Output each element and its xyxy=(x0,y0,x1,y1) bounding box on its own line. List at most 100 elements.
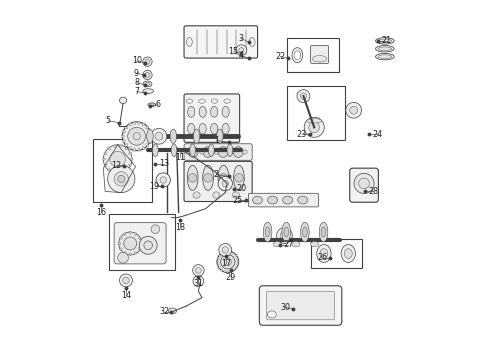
Circle shape xyxy=(304,117,324,137)
Ellipse shape xyxy=(122,135,125,137)
FancyBboxPatch shape xyxy=(350,168,378,202)
Ellipse shape xyxy=(104,164,107,166)
Ellipse shape xyxy=(125,168,127,171)
Ellipse shape xyxy=(319,222,328,242)
Circle shape xyxy=(220,255,235,269)
Ellipse shape xyxy=(149,104,154,105)
Ellipse shape xyxy=(142,123,145,126)
Ellipse shape xyxy=(130,158,133,160)
Ellipse shape xyxy=(187,165,198,190)
Ellipse shape xyxy=(294,51,300,60)
Ellipse shape xyxy=(122,130,125,133)
FancyBboxPatch shape xyxy=(114,223,166,264)
Ellipse shape xyxy=(125,147,127,150)
Ellipse shape xyxy=(188,147,198,157)
Circle shape xyxy=(239,48,244,53)
Text: 25: 25 xyxy=(233,196,243,205)
Circle shape xyxy=(214,150,219,154)
Text: 6: 6 xyxy=(156,100,161,109)
Circle shape xyxy=(193,265,204,276)
Ellipse shape xyxy=(128,164,131,166)
Ellipse shape xyxy=(211,107,218,117)
Ellipse shape xyxy=(188,107,195,117)
Ellipse shape xyxy=(221,269,223,271)
Text: 24: 24 xyxy=(372,130,383,139)
Ellipse shape xyxy=(249,37,255,46)
Ellipse shape xyxy=(307,119,322,123)
Circle shape xyxy=(124,237,137,250)
Text: 3: 3 xyxy=(238,34,243,43)
Ellipse shape xyxy=(375,38,394,44)
Circle shape xyxy=(235,174,243,182)
Ellipse shape xyxy=(140,243,143,244)
FancyBboxPatch shape xyxy=(311,45,329,63)
FancyBboxPatch shape xyxy=(248,193,318,207)
Ellipse shape xyxy=(218,147,228,157)
Text: 22: 22 xyxy=(275,52,285,61)
Text: 23: 23 xyxy=(296,130,307,139)
Ellipse shape xyxy=(108,147,110,150)
Ellipse shape xyxy=(282,222,291,242)
FancyBboxPatch shape xyxy=(184,26,258,58)
Ellipse shape xyxy=(138,121,140,125)
Ellipse shape xyxy=(108,168,110,171)
Circle shape xyxy=(119,232,142,255)
Text: 1: 1 xyxy=(214,136,219,145)
Ellipse shape xyxy=(194,129,200,143)
Ellipse shape xyxy=(142,147,145,150)
Ellipse shape xyxy=(227,144,233,157)
Circle shape xyxy=(218,176,232,191)
Ellipse shape xyxy=(148,130,151,133)
Ellipse shape xyxy=(302,227,307,237)
Circle shape xyxy=(280,231,289,240)
Ellipse shape xyxy=(148,135,152,137)
Ellipse shape xyxy=(233,253,235,255)
Ellipse shape xyxy=(224,251,225,253)
Ellipse shape xyxy=(122,140,125,142)
Ellipse shape xyxy=(284,227,289,237)
Ellipse shape xyxy=(148,103,156,107)
Ellipse shape xyxy=(375,53,394,60)
Ellipse shape xyxy=(120,248,122,250)
Ellipse shape xyxy=(211,123,218,134)
Ellipse shape xyxy=(143,89,153,93)
Ellipse shape xyxy=(133,121,135,125)
Circle shape xyxy=(346,102,362,118)
Ellipse shape xyxy=(219,255,221,257)
Circle shape xyxy=(243,150,247,154)
Circle shape xyxy=(120,274,132,287)
Ellipse shape xyxy=(224,270,225,273)
Bar xyxy=(287,39,339,72)
Circle shape xyxy=(110,151,125,167)
Circle shape xyxy=(122,122,151,150)
Ellipse shape xyxy=(268,196,278,204)
Ellipse shape xyxy=(152,144,158,157)
Ellipse shape xyxy=(263,222,272,242)
Text: 17: 17 xyxy=(221,259,231,268)
Ellipse shape xyxy=(171,144,177,157)
Text: 20: 20 xyxy=(236,184,246,193)
Ellipse shape xyxy=(104,152,107,154)
Ellipse shape xyxy=(188,123,195,134)
Ellipse shape xyxy=(187,37,192,46)
Circle shape xyxy=(114,172,128,186)
Ellipse shape xyxy=(128,152,131,154)
Text: 21: 21 xyxy=(382,36,392,45)
Circle shape xyxy=(139,236,157,254)
Bar xyxy=(311,239,362,268)
Circle shape xyxy=(219,174,228,182)
Ellipse shape xyxy=(120,237,122,239)
Ellipse shape xyxy=(217,258,220,260)
Ellipse shape xyxy=(135,233,137,235)
Ellipse shape xyxy=(193,192,200,198)
Text: 27: 27 xyxy=(283,240,293,249)
FancyBboxPatch shape xyxy=(267,291,335,320)
Ellipse shape xyxy=(120,97,126,104)
Ellipse shape xyxy=(138,248,141,250)
Circle shape xyxy=(297,90,310,103)
Bar xyxy=(287,86,344,140)
Ellipse shape xyxy=(199,99,205,103)
Circle shape xyxy=(350,106,358,114)
Ellipse shape xyxy=(233,269,235,271)
Circle shape xyxy=(143,57,152,66)
